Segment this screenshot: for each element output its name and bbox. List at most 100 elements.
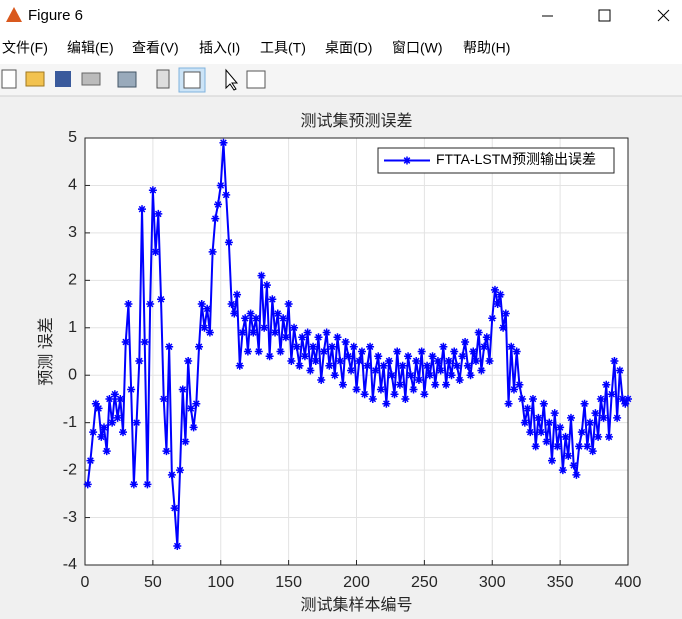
- data-line: [86, 142, 629, 547]
- tool-legend[interactable]: [183, 71, 201, 89]
- data-marker: [393, 347, 402, 356]
- data-marker: [287, 356, 296, 365]
- x-axis-label: 测试集样本编号: [300, 596, 412, 614]
- data-marker: [580, 399, 589, 408]
- data-marker: [385, 356, 394, 365]
- data-marker: [545, 418, 554, 427]
- data-marker: [447, 371, 456, 380]
- data-marker: [203, 304, 212, 313]
- tool-save[interactable]: [55, 71, 71, 87]
- data-marker: [205, 328, 214, 337]
- data-marker: [102, 447, 111, 456]
- data-marker: [230, 309, 239, 318]
- data-marker: [135, 356, 144, 365]
- data-marker: [458, 352, 467, 361]
- data-marker: [184, 356, 193, 365]
- data-marker: [311, 356, 320, 365]
- plot-area: 0 50 100 150 200 250 300 350 400 -4 -3 -2 -1 0 1 2 3 4 5 测试…: [37, 112, 641, 614]
- data-marker: [233, 290, 242, 299]
- data-marker: [262, 281, 271, 290]
- data-marker: [420, 390, 429, 399]
- data-marker: [433, 356, 442, 365]
- data-marker: [615, 366, 624, 375]
- data-marker: [333, 333, 342, 342]
- data-marker: [300, 352, 309, 361]
- menu-item[interactable]: 插入(I): [199, 40, 240, 56]
- legend-label: FTTA-LSTM预测输出误差: [436, 151, 596, 167]
- data-marker: [404, 352, 413, 361]
- data-marker: [235, 361, 244, 370]
- menu-item[interactable]: 工具(T): [260, 40, 306, 56]
- data-marker: [461, 338, 470, 347]
- data-marker: [417, 347, 426, 356]
- tool-open[interactable]: [25, 71, 45, 87]
- x-tick-label: 100: [207, 574, 234, 591]
- data-marker: [216, 181, 225, 190]
- data-marker: [227, 300, 236, 309]
- data-marker: [436, 366, 445, 375]
- data-marker: [469, 347, 478, 356]
- data-marker: [148, 186, 157, 195]
- tool-new[interactable]: [1, 69, 17, 89]
- data-marker: [485, 356, 494, 365]
- data-marker: [347, 366, 356, 375]
- data-marker: [252, 314, 261, 323]
- maximize-button[interactable]: [598, 9, 611, 22]
- y-axis-label: 预测 误差: [37, 317, 55, 385]
- tool-pointer[interactable]: [225, 68, 239, 91]
- data-marker: [566, 413, 575, 422]
- data-marker: [553, 442, 562, 451]
- data-marker: [214, 200, 223, 209]
- menu-item[interactable]: 编辑(E): [67, 40, 114, 56]
- data-marker: [512, 347, 521, 356]
- toolbar: [0, 64, 682, 96]
- tool-colorbar[interactable]: [156, 69, 170, 89]
- data-marker: [309, 342, 318, 351]
- data-marker: [170, 504, 179, 513]
- close-button[interactable]: [657, 9, 670, 22]
- data-marker: [268, 295, 277, 304]
- data-marker: [146, 300, 155, 309]
- data-marker: [412, 356, 421, 365]
- data-marker: [528, 394, 537, 403]
- data-marker: [298, 333, 307, 342]
- data-marker: [499, 323, 508, 332]
- data-marker: [504, 399, 513, 408]
- x-tick-label: 400: [615, 574, 642, 591]
- data-marker: [534, 413, 543, 422]
- data-marker: [178, 385, 187, 394]
- data-marker: [110, 390, 119, 399]
- data-marker: [138, 205, 147, 214]
- data-marker: [119, 428, 128, 437]
- tool-print[interactable]: [81, 72, 101, 86]
- data-marker: [319, 347, 328, 356]
- data-marker: [577, 428, 586, 437]
- tool-inspector[interactable]: [246, 70, 266, 89]
- menu-item[interactable]: 桌面(D): [325, 40, 372, 56]
- data-marker: [89, 428, 98, 437]
- data-marker: [186, 404, 195, 413]
- data-marker: [387, 371, 396, 380]
- y-tick-label: 1: [68, 319, 77, 336]
- data-marker: [490, 285, 499, 294]
- menu-item[interactable]: 帮助(H): [463, 40, 510, 56]
- data-marker: [575, 442, 584, 451]
- data-marker: [585, 418, 594, 427]
- menu-item[interactable]: 窗口(W): [392, 40, 443, 56]
- data-marker: [108, 418, 117, 427]
- tool-link[interactable]: [117, 71, 137, 88]
- y-tick-label: 0: [68, 366, 77, 383]
- data-marker: [290, 323, 299, 332]
- data-marker: [523, 404, 532, 413]
- menu-item[interactable]: 文件(F): [2, 40, 48, 56]
- data-marker: [363, 361, 372, 370]
- data-marker: [238, 328, 247, 337]
- menu-item[interactable]: 查看(V): [132, 40, 179, 56]
- data-marker: [569, 461, 578, 470]
- data-marker: [509, 385, 518, 394]
- data-marker: [325, 361, 334, 370]
- data-marker: [200, 323, 209, 332]
- data-marker: [477, 366, 486, 375]
- data-marker: [94, 404, 103, 413]
